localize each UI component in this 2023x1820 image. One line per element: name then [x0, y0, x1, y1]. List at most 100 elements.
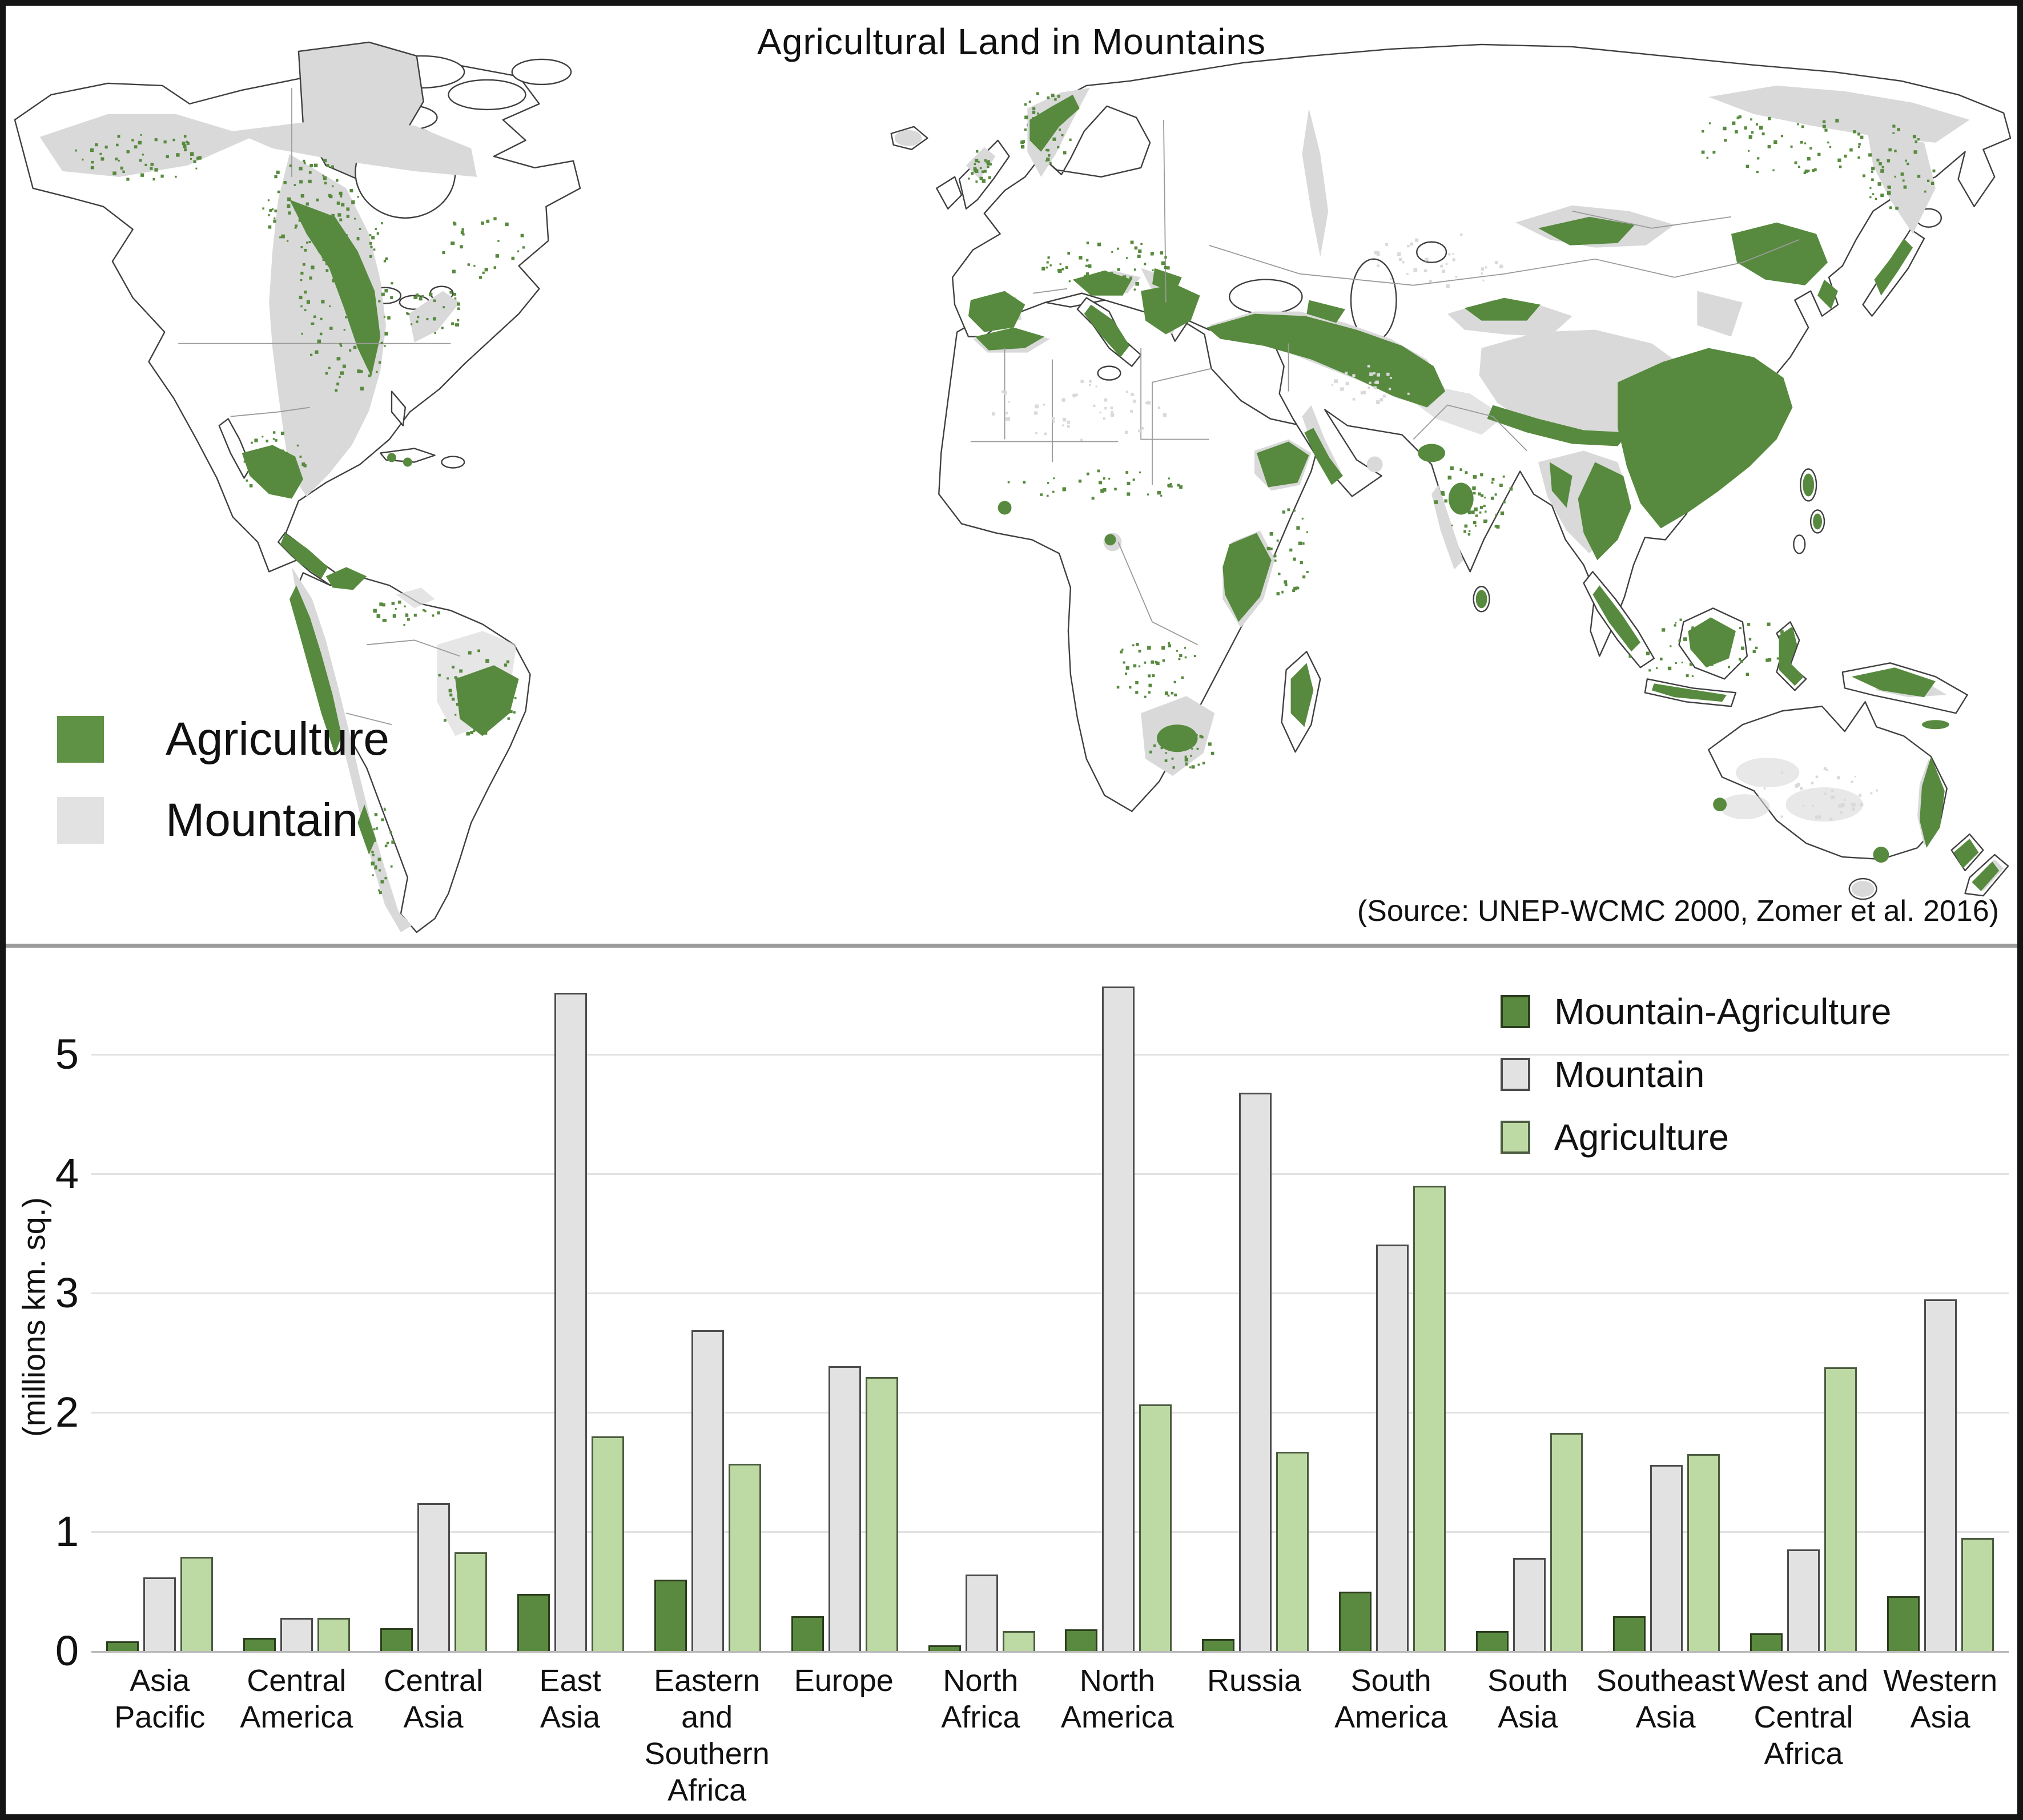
- mountain-legend-swatch: [1501, 1058, 1530, 1091]
- bar-groups: [91, 983, 2009, 1651]
- bar-mountain-eastern-and-southern-africa: [691, 1330, 724, 1651]
- x-label-south-america: South America: [1334, 1664, 1448, 1734]
- x-label-russia: Russia: [1207, 1664, 1302, 1698]
- bar-group-central-america: [228, 1617, 365, 1651]
- bar-agriculture-south-asia: [1550, 1432, 1583, 1651]
- x-label-eastern-and-southern-africa: Eastern and Southern Africa: [644, 1664, 770, 1807]
- bar-agriculture-north-africa: [1002, 1630, 1035, 1651]
- bar-mountain-agriculture-south-america: [1339, 1591, 1372, 1651]
- y-tick-0: 0: [55, 1627, 79, 1674]
- bar-mountain-agriculture-north-africa: [928, 1645, 961, 1651]
- chart-legend-item-agriculture: Agriculture: [1501, 1117, 1892, 1158]
- gridline-3: [91, 1292, 2009, 1294]
- bar-agriculture-central-america: [317, 1617, 351, 1651]
- bar-mountain-north-america: [1102, 986, 1135, 1651]
- x-label-western-asia: Western Asia: [1883, 1664, 1998, 1734]
- bar-mountain-agriculture-russia: [1202, 1639, 1235, 1651]
- map-legend-item-mountain: Mountain: [57, 794, 389, 847]
- bar-group-eastern-and-southern-africa: [639, 1330, 776, 1651]
- bar-agriculture-south-america: [1413, 1186, 1446, 1651]
- bar-group-russia: [1187, 1093, 1324, 1651]
- bar-mountain-agriculture-europe: [791, 1616, 824, 1651]
- gridline-4: [91, 1173, 2009, 1175]
- x-label-south-asia: South Asia: [1487, 1664, 1568, 1734]
- plot-area: [91, 983, 2009, 1653]
- bar-mountain-agriculture-west-and-central-africa: [1749, 1633, 1783, 1651]
- x-label-europe: Europe: [794, 1664, 894, 1698]
- bar-group-south-america: [1324, 1186, 1461, 1651]
- bar-agriculture-europe: [865, 1376, 898, 1651]
- chart-legend-item-mountain-agriculture: Mountain-Agriculture: [1501, 991, 1892, 1032]
- agriculture-legend-swatch: [1501, 1121, 1530, 1154]
- map-source-credit: (Source: UNEP-WCMC 2000, Zomer et al. 20…: [1357, 895, 1999, 928]
- bar-mountain-east-asia: [554, 992, 587, 1651]
- y-axis-ticks: 0 1 2 3 4 5: [6, 983, 79, 1674]
- bar-agriculture-eastern-and-southern-africa: [728, 1464, 761, 1651]
- agriculture-swatch: [57, 716, 104, 763]
- bar-agriculture-russia: [1276, 1452, 1309, 1651]
- y-tick-3: 3: [55, 1269, 79, 1317]
- x-label-north-africa: North Africa: [941, 1664, 1020, 1734]
- bar-group-south-asia: [1461, 1432, 1598, 1651]
- gridline-5: [91, 1053, 2009, 1056]
- y-tick-1: 1: [55, 1508, 79, 1556]
- gridline-1: [91, 1531, 2009, 1533]
- mountain-label: Mountain: [166, 794, 359, 846]
- bar-mountain-agriculture-north-america: [1065, 1629, 1098, 1651]
- bar-mountain-western-asia: [1924, 1299, 1957, 1651]
- bar-mountain-russia: [1239, 1093, 1272, 1651]
- bar-group-asia-pacific: [91, 1556, 228, 1651]
- bar-mountain-agriculture-south-asia: [1476, 1630, 1509, 1651]
- mountain-agriculture-legend-swatch: [1501, 995, 1530, 1028]
- bar-mountain-agriculture-southeast-asia: [1612, 1616, 1646, 1651]
- x-label-west-and-central-africa: West and Central Africa: [1738, 1664, 1869, 1771]
- x-label-asia-pacific: Asia Pacific: [114, 1664, 206, 1734]
- bar-agriculture-central-asia: [455, 1552, 488, 1651]
- y-tick-5: 5: [55, 1030, 79, 1078]
- bar-agriculture-north-america: [1139, 1404, 1172, 1651]
- bar-mountain-central-asia: [417, 1503, 451, 1651]
- bar-group-east-asia: [502, 992, 640, 1651]
- bar-mountain-agriculture-asia-pacific: [106, 1641, 139, 1651]
- gridline-2: [91, 1411, 2009, 1414]
- map-legend: Agriculture Mountain: [57, 712, 389, 875]
- chart-legend: Mountain-Agriculture Mountain Agriculture: [1501, 991, 1892, 1182]
- bar-agriculture-west-and-central-africa: [1824, 1367, 1857, 1651]
- agriculture-legend-label: Agriculture: [1554, 1117, 1729, 1158]
- y-tick-4: 4: [55, 1150, 79, 1198]
- bar-mountain-central-america: [280, 1617, 313, 1651]
- bar-mountain-agriculture-central-asia: [380, 1628, 413, 1651]
- bar-agriculture-asia-pacific: [180, 1556, 214, 1651]
- bar-group-western-asia: [1872, 1299, 2009, 1651]
- bar-mountain-agriculture-eastern-and-southern-africa: [654, 1579, 687, 1651]
- panel-divider: [6, 944, 2017, 948]
- x-label-central-asia: Central Asia: [383, 1664, 484, 1734]
- map-legend-item-agriculture: Agriculture: [57, 712, 389, 766]
- bar-mountain-southeast-asia: [1650, 1465, 1683, 1651]
- bar-mountain-europe: [828, 1366, 861, 1651]
- map-title: Agricultural Land in Mountains: [757, 21, 1266, 62]
- x-label-north-america: North America: [1060, 1664, 1174, 1734]
- bar-mountain-agriculture-central-america: [243, 1638, 276, 1651]
- bar-group-europe: [776, 1366, 913, 1651]
- bar-mountain-asia-pacific: [143, 1577, 176, 1651]
- bar-group-north-africa: [913, 1575, 1050, 1651]
- bar-mountain-west-and-central-africa: [1787, 1549, 1820, 1651]
- bar-group-central-asia: [365, 1503, 502, 1651]
- bar-mountain-north-africa: [965, 1575, 998, 1651]
- bar-group-southeast-asia: [1598, 1454, 1735, 1651]
- chart-legend-item-mountain: Mountain: [1501, 1054, 1892, 1095]
- bar-agriculture-southeast-asia: [1687, 1454, 1720, 1651]
- bar-agriculture-east-asia: [592, 1436, 624, 1651]
- world-map: [14, 41, 2012, 933]
- bar-group-west-and-central-africa: [1735, 1367, 1872, 1651]
- bar-mountain-south-asia: [1513, 1558, 1546, 1651]
- y-tick-2: 2: [55, 1388, 79, 1436]
- bar-mountain-agriculture-western-asia: [1887, 1596, 1920, 1651]
- x-label-east-asia: East Asia: [539, 1664, 601, 1734]
- mountain-legend-label: Mountain: [1554, 1054, 1705, 1095]
- agriculture-label: Agriculture: [166, 713, 389, 765]
- bar-agriculture-western-asia: [1961, 1537, 1994, 1651]
